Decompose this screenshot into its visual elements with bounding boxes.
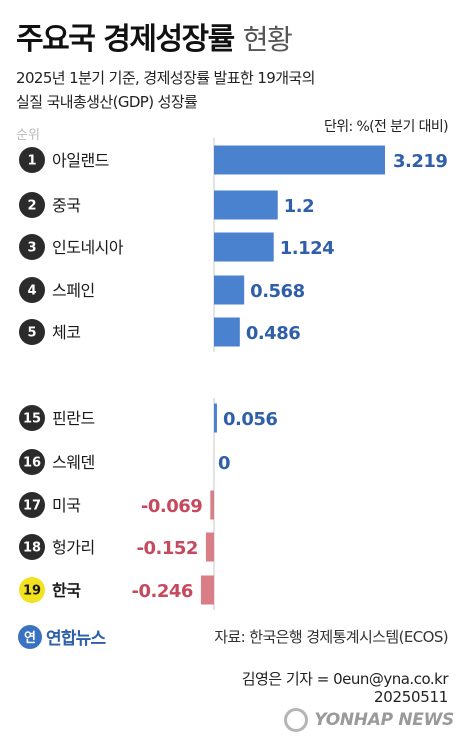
rank-badge (19, 319, 45, 345)
subtitle-line-1: 2025년 1분기 기준, 경제성장률 발표한 19개국의 (16, 69, 315, 87)
value-label: 3.219 (393, 151, 447, 172)
chart-title: 주요국 경제성장률 현황 (16, 14, 293, 58)
rank-number: 15 (23, 412, 41, 427)
rank-badge (19, 277, 45, 303)
bar (214, 190, 278, 220)
rank-number: 5 (27, 326, 36, 341)
yonhap-logo: 연 연합뉴스 (18, 624, 106, 649)
reporter-credit: 김영은 기자 = 0eun@yna.co.kr (241, 670, 449, 688)
chart-subtitle: 2025년 1분기 기준, 경제성장률 발표한 19개국의 실질 국내총생산(G… (16, 66, 315, 114)
rank-badge (19, 534, 45, 560)
country-label: 한국 (52, 581, 81, 600)
rank-number: 3 (27, 241, 36, 256)
rank-badge (19, 449, 45, 475)
rank-number: 4 (27, 284, 36, 299)
rank-number: 16 (23, 456, 41, 471)
watermark-text: YONHAP NEWS (314, 710, 454, 730)
rank-number: 19 (23, 584, 41, 599)
country-label: 스페인 (52, 281, 95, 300)
country-label: 스웨덴 (52, 453, 95, 472)
country-label: 중국 (52, 196, 80, 215)
country-label: 미국 (52, 496, 80, 515)
unit-label: 단위: %(전 분기 대비) (323, 119, 449, 135)
watermark: YONHAP NEWS (284, 708, 454, 732)
rank-badge (19, 405, 45, 431)
rank-badge (19, 492, 45, 518)
publish-date: 20250511 (374, 688, 448, 706)
rank-column-header: 순위 (16, 128, 40, 143)
bar-chart: 1 아일랜드 3.219 2 중국 1.2 3 인도네시아 1.124 4 스페인 0.568 5 체코 0… (19, 138, 448, 610)
country-label: 인도네시아 (52, 238, 124, 257)
rank-badge (19, 192, 45, 218)
logo-text: 연합뉴스 (46, 629, 106, 649)
bar (214, 232, 274, 262)
bar (214, 403, 217, 433)
bar (210, 490, 214, 520)
value-label: 0.486 (246, 323, 300, 344)
rank-number: 17 (23, 499, 41, 514)
rank-badge (19, 234, 45, 260)
yonhap-logo-icon: 연 (18, 624, 42, 649)
title-main: 주요국 경제성장률 (16, 22, 235, 57)
bar (200, 575, 214, 605)
watermark-logo-icon (284, 708, 309, 732)
rank-badge (19, 147, 45, 173)
source-note: 자료: 한국은행 경제통계시스템(ECOS) (214, 628, 448, 646)
country-label: 아일랜드 (52, 151, 109, 170)
rank-badge (19, 577, 45, 603)
title-light: 현황 (242, 23, 293, 56)
value-label: -0.069 (141, 496, 202, 517)
value-label: 0.568 (250, 281, 304, 302)
value-label: 0.056 (223, 409, 277, 430)
value-label: 1.2 (284, 196, 314, 217)
rank-number: 18 (23, 541, 41, 556)
value-label: -0.152 (137, 538, 198, 559)
value-label: 0 (218, 453, 230, 474)
bar (205, 532, 214, 562)
subtitle-line-2: 실질 국내총생산(GDP) 성장률 (16, 93, 198, 111)
bar (214, 145, 385, 175)
country-label: 체코 (52, 323, 80, 342)
country-label: 핀란드 (52, 409, 95, 428)
bar (214, 317, 240, 347)
country-label: 헝가리 (52, 538, 95, 557)
rank-number: 2 (27, 199, 36, 214)
bar (214, 275, 245, 305)
value-label: 1.124 (280, 238, 334, 259)
value-label: -0.246 (132, 581, 193, 602)
rank-number: 1 (27, 154, 36, 169)
